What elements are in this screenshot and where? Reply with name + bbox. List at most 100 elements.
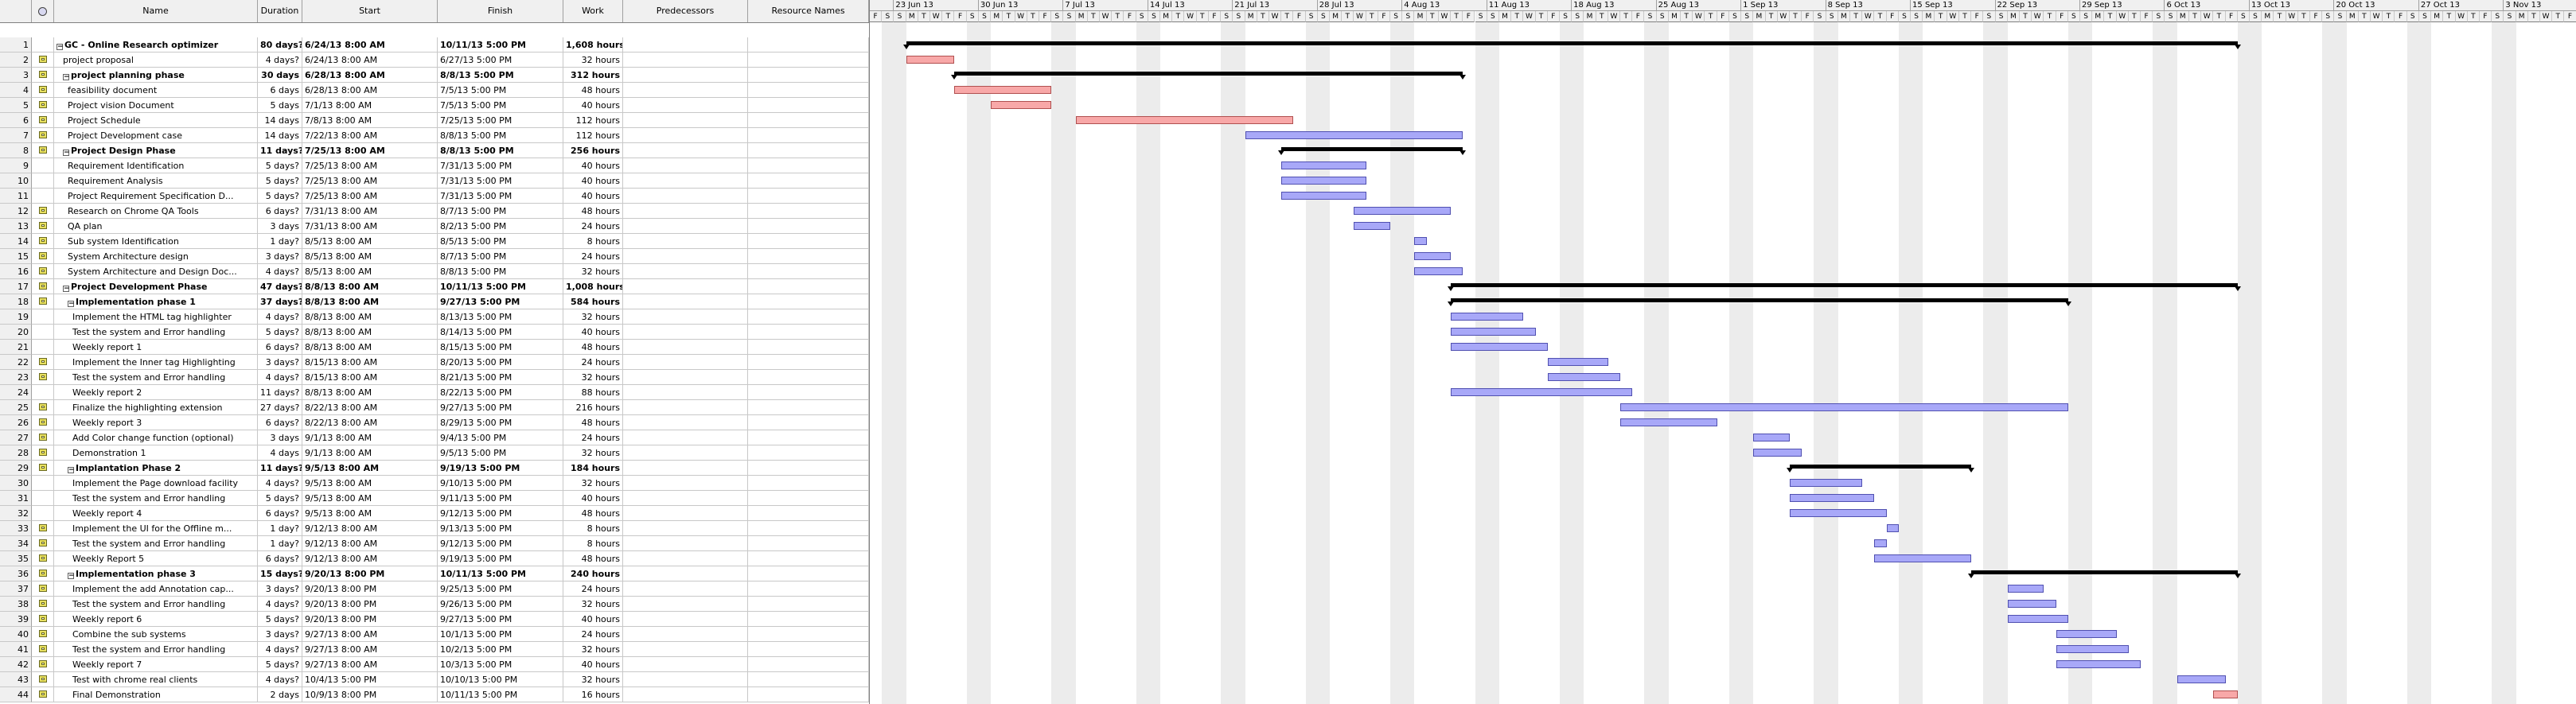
note-icon[interactable] (39, 403, 47, 410)
collapse-toggle-icon[interactable]: − (63, 285, 70, 293)
task-row[interactable]: 26 Weekly report 3 6 days? 8/22/13 8:00 AM 8… (0, 415, 869, 430)
task-name-cell[interactable]: Test the system and Error handling (54, 597, 258, 612)
task-predecessors[interactable] (623, 189, 748, 204)
task-id[interactable]: 33 (0, 521, 32, 536)
task-duration[interactable]: 15 days? (258, 566, 302, 581)
task-predecessors[interactable] (623, 340, 748, 355)
note-icon[interactable] (39, 418, 47, 426)
task-start[interactable]: 9/27/13 8:00 AM (302, 657, 438, 672)
task-id[interactable]: 11 (0, 189, 32, 204)
task-name-cell[interactable]: Requirement Identification (54, 158, 258, 173)
task-duration[interactable]: 5 days (258, 98, 302, 113)
task-name-cell[interactable]: Weekly report 6 (54, 612, 258, 627)
task-start[interactable]: 8/5/13 8:00 AM (302, 249, 438, 264)
task-bar[interactable] (2056, 660, 2141, 668)
task-id[interactable]: 3 (0, 68, 32, 83)
task-duration[interactable]: 3 days? (258, 355, 302, 370)
task-duration[interactable]: 1 day? (258, 536, 302, 551)
task-id[interactable]: 20 (0, 325, 32, 340)
task-resource-names[interactable] (748, 627, 869, 642)
task-work[interactable]: 216 hours (563, 400, 623, 415)
task-duration[interactable]: 5 days? (258, 158, 302, 173)
task-work[interactable]: 24 hours (563, 219, 623, 234)
task-name-cell[interactable]: Demonstration 1 (54, 445, 258, 461)
task-resource-names[interactable] (748, 98, 869, 113)
task-id[interactable]: 31 (0, 491, 32, 506)
task-bar[interactable] (1354, 222, 1391, 230)
task-predecessors[interactable] (623, 143, 748, 158)
task-start[interactable]: 8/15/13 8:00 AM (302, 370, 438, 385)
task-predecessors[interactable] (623, 128, 748, 143)
task-resource-names[interactable] (748, 581, 869, 597)
task-finish[interactable]: 8/13/13 5:00 PM (438, 309, 563, 325)
task-predecessors[interactable] (623, 264, 748, 279)
task-work[interactable]: 256 hours (563, 143, 623, 158)
note-icon[interactable] (39, 434, 47, 441)
select-all-corner[interactable] (0, 0, 32, 22)
task-finish[interactable]: 9/26/13 5:00 PM (438, 597, 563, 612)
task-row[interactable]: 8 −Project Design Phase 11 days? 7/25/13 8:… (0, 143, 869, 158)
task-start[interactable]: 9/20/13 8:00 PM (302, 597, 438, 612)
task-resource-names[interactable] (748, 612, 869, 627)
task-start[interactable]: 8/8/13 8:00 AM (302, 279, 438, 294)
task-finish[interactable]: 10/2/13 5:00 PM (438, 642, 563, 657)
note-icon[interactable] (39, 298, 47, 305)
task-id[interactable]: 41 (0, 642, 32, 657)
column-header-duration[interactable]: Duration (258, 0, 302, 22)
task-work[interactable]: 112 hours (563, 128, 623, 143)
task-bar[interactable] (954, 86, 1052, 94)
task-bar[interactable] (1451, 313, 1524, 321)
task-predecessors[interactable] (623, 672, 748, 687)
task-duration[interactable]: 14 days (258, 113, 302, 128)
task-id[interactable]: 39 (0, 612, 32, 627)
task-bar[interactable] (2213, 690, 2238, 698)
task-bar[interactable] (1789, 479, 1863, 487)
task-bar[interactable] (1281, 192, 1366, 200)
task-duration[interactable]: 2 days (258, 687, 302, 702)
task-predecessors[interactable] (623, 506, 748, 521)
task-duration[interactable]: 11 days? (258, 385, 302, 400)
task-resource-names[interactable] (748, 158, 869, 173)
note-icon[interactable] (39, 252, 47, 259)
task-work[interactable]: 32 hours (563, 309, 623, 325)
task-start[interactable]: 6/28/13 8:00 AM (302, 68, 438, 83)
task-id[interactable]: 37 (0, 581, 32, 597)
task-row[interactable]: 31 Test the system and Error handling 5 da… (0, 491, 869, 506)
task-row[interactable]: 7 Project Development case 14 days 7/22/13 … (0, 128, 869, 143)
task-id[interactable]: 17 (0, 279, 32, 294)
task-resource-names[interactable] (748, 430, 869, 445)
task-predecessors[interactable] (623, 612, 748, 627)
task-row[interactable]: 32 Weekly report 4 6 days? 9/5/13 8:00 AM 9/… (0, 506, 869, 521)
task-duration[interactable]: 4 days? (258, 370, 302, 385)
task-start[interactable]: 9/5/13 8:00 AM (302, 506, 438, 521)
task-finish[interactable]: 10/11/13 5:00 PM (438, 37, 563, 53)
task-row[interactable]: 9 Requirement Identification 5 days? 7/25/1… (0, 158, 869, 173)
task-finish[interactable]: 8/15/13 5:00 PM (438, 340, 563, 355)
task-work[interactable]: 48 hours (563, 415, 623, 430)
task-id[interactable]: 38 (0, 597, 32, 612)
task-resource-names[interactable] (748, 476, 869, 491)
task-predecessors[interactable] (623, 234, 748, 249)
task-name-cell[interactable]: Weekly report 4 (54, 506, 258, 521)
task-resource-names[interactable] (748, 279, 869, 294)
task-name-cell[interactable]: Weekly report 1 (54, 340, 258, 355)
task-row[interactable]: 23 Test the system and Error handling 4 da… (0, 370, 869, 385)
task-predecessors[interactable] (623, 415, 748, 430)
task-start[interactable]: 8/8/13 8:00 AM (302, 340, 438, 355)
task-resource-names[interactable] (748, 672, 869, 687)
task-finish[interactable]: 6/27/13 5:00 PM (438, 53, 563, 68)
task-predecessors[interactable] (623, 627, 748, 642)
task-id[interactable]: 4 (0, 83, 32, 98)
task-finish[interactable]: 9/19/13 5:00 PM (438, 461, 563, 476)
task-bar[interactable] (1414, 252, 1452, 260)
task-name-cell[interactable]: Implement the UI for the Offline m... (54, 521, 258, 536)
task-name-cell[interactable]: Test the system and Error handling (54, 325, 258, 340)
summary-bar[interactable] (1971, 570, 2238, 574)
task-row[interactable]: 17 −Project Development Phase 47 days? 8/8/… (0, 279, 869, 294)
task-id[interactable]: 24 (0, 385, 32, 400)
task-row[interactable]: 21 Weekly report 1 6 days? 8/8/13 8:00 AM 8/… (0, 340, 869, 355)
task-predecessors[interactable] (623, 687, 748, 702)
task-duration[interactable]: 4 days? (258, 53, 302, 68)
task-resource-names[interactable] (748, 340, 869, 355)
collapse-toggle-icon[interactable]: − (68, 572, 75, 580)
